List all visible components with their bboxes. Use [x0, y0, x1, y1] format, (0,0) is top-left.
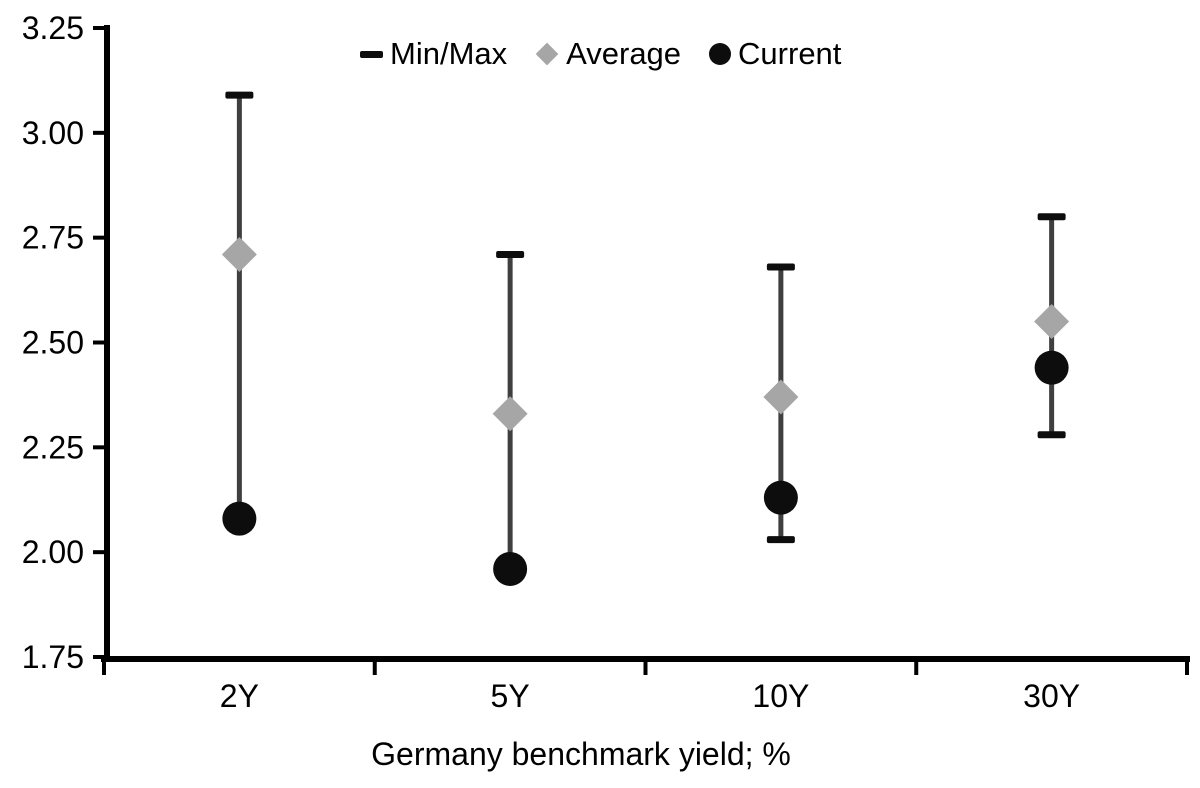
y-tick-label: 2.50 [22, 325, 84, 361]
minmax-dash-icon [360, 50, 383, 58]
legend-label-minmax: Min/Max [390, 36, 508, 71]
average-marker-5Y [492, 396, 528, 432]
y-tick-label: 3.00 [22, 115, 84, 151]
average-marker-30Y [1034, 304, 1070, 340]
y-tick-label: 2.25 [22, 429, 84, 465]
max-cap-10Y [766, 263, 795, 271]
current-marker-30Y [1034, 350, 1069, 385]
average-marker-10Y [763, 379, 799, 415]
legend-item-current: Current [709, 36, 841, 72]
current-marker-2Y [222, 501, 257, 536]
legend: Min/Max Average Current [360, 36, 841, 72]
min-cap-10Y [766, 536, 795, 544]
y-tick-label: 2.75 [22, 220, 84, 256]
y-tick-label: 3.25 [22, 10, 84, 46]
min-cap-30Y [1037, 431, 1066, 439]
legend-label-average: Average [566, 36, 682, 71]
max-cap-30Y [1037, 213, 1066, 221]
average-diamond-icon [535, 42, 559, 66]
current-marker-5Y [493, 551, 528, 586]
current-marker-10Y [763, 480, 798, 515]
legend-item-minmax: Min/Max [360, 36, 507, 72]
legend-item-average: Average [535, 36, 681, 72]
y-tick-label: 1.75 [22, 639, 84, 675]
max-cap-5Y [496, 250, 525, 258]
y-tick-label: 2.00 [22, 534, 84, 570]
x-axis-title: Germany benchmark yield; % [371, 736, 791, 772]
x-category-label: 5Y [491, 678, 530, 714]
average-marker-2Y [221, 236, 257, 272]
legend-label-current: Current [738, 36, 842, 71]
x-category-label: 2Y [220, 678, 259, 714]
x-category-label: 30Y [1023, 678, 1080, 714]
current-circle-icon [709, 43, 732, 65]
x-category-label: 10Y [752, 678, 809, 714]
max-cap-2Y [225, 91, 254, 99]
